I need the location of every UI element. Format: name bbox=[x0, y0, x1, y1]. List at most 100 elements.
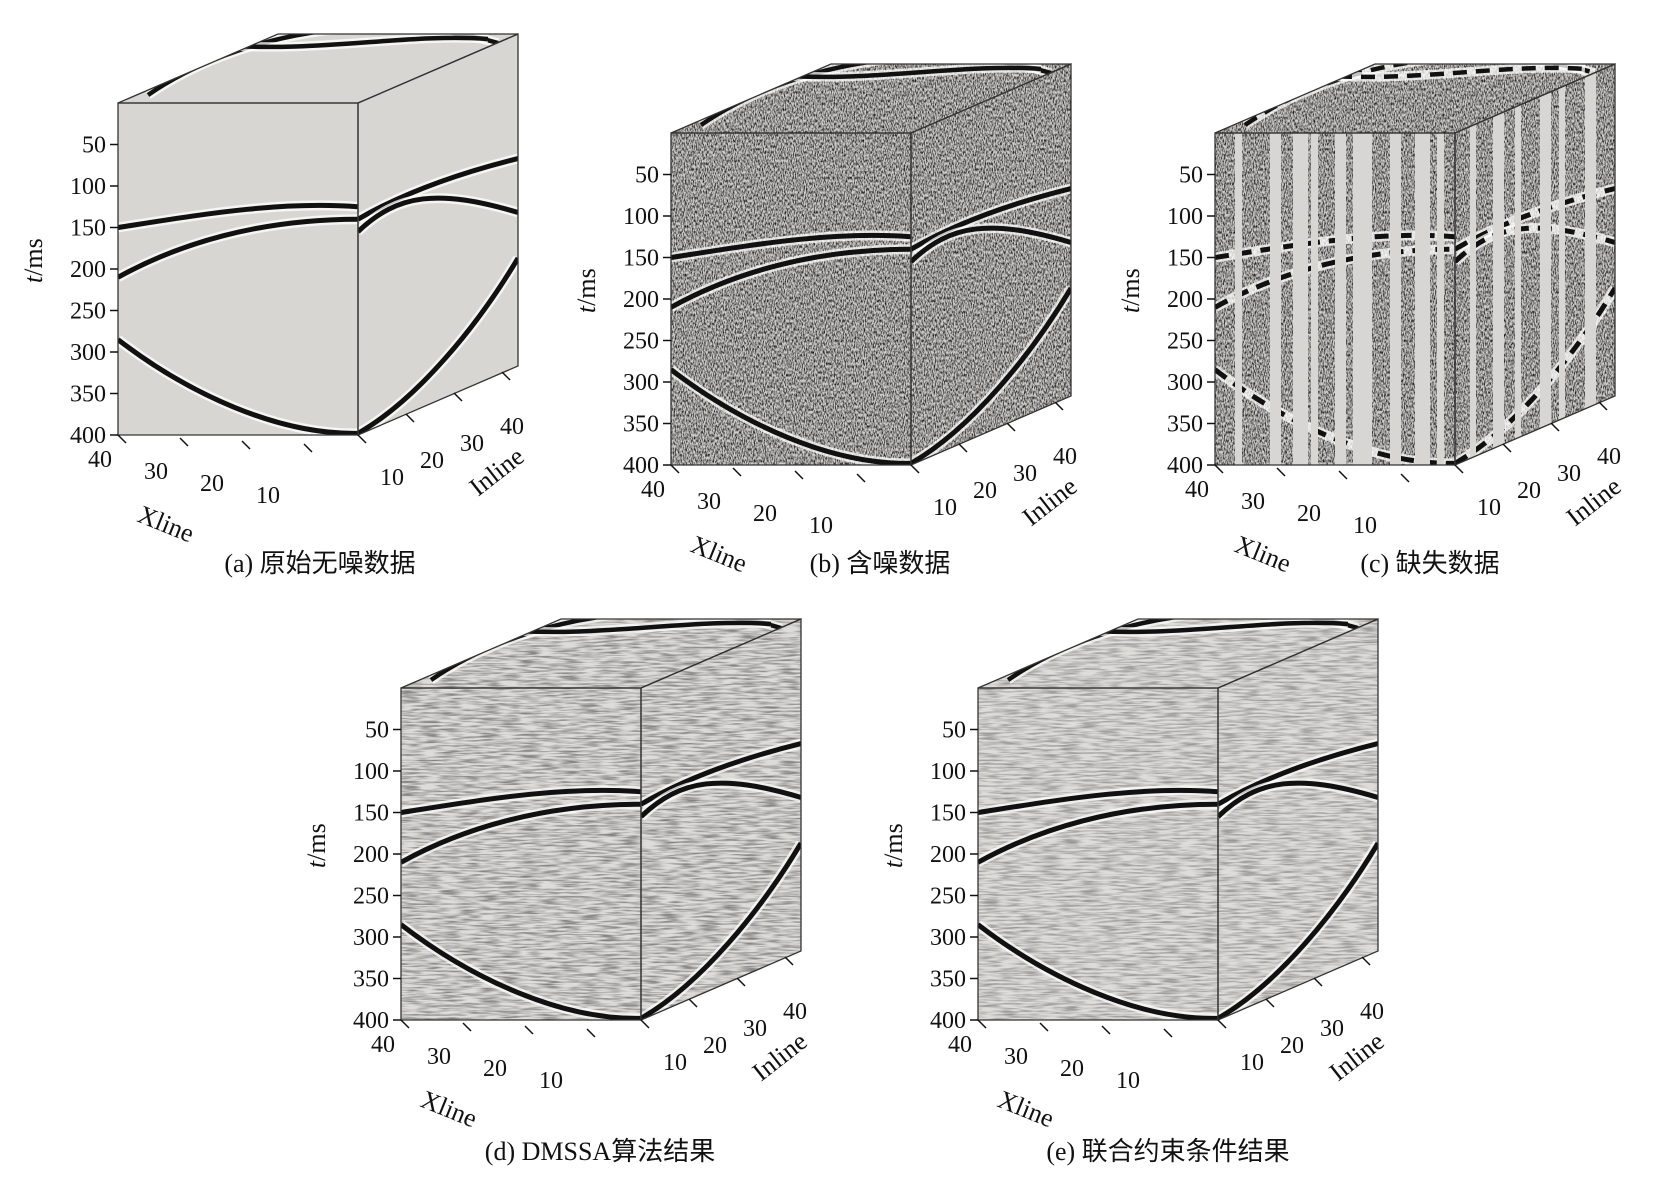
panel-e: 50 100 150 200 250 300 350 400 t/ms 40 30 20 10 Xline… bbox=[879, 618, 1389, 1166]
inline-tick-label: 20 bbox=[973, 478, 997, 504]
t-tick-label: 350 bbox=[70, 382, 106, 408]
panel-caption-a: (a) 原始无噪数据 bbox=[224, 549, 415, 578]
xline-tick-label: 40 bbox=[88, 447, 112, 473]
t-tick-label: 50 bbox=[365, 718, 389, 744]
xline-axis-label: Xline bbox=[687, 530, 751, 579]
front-face bbox=[978, 688, 1218, 1020]
panel-d: 50 100 150 200 250 300 350 400 t/ms 40 30 20 10 Xline… bbox=[302, 618, 812, 1166]
xline-tick-label: 30 bbox=[1004, 1044, 1028, 1070]
xline-tick-label: 30 bbox=[1241, 489, 1265, 515]
front-face bbox=[401, 688, 641, 1020]
t-tick-label: 100 bbox=[353, 759, 389, 785]
front-face bbox=[118, 103, 358, 435]
t-tick-label: 200 bbox=[930, 842, 966, 868]
inline-tick-label: 20 bbox=[1517, 478, 1541, 504]
xline-tick-label: 30 bbox=[697, 489, 721, 515]
t-tick-label: 300 bbox=[1167, 370, 1203, 396]
t-axis-label: t/ms bbox=[302, 823, 331, 868]
t-tick-label: 250 bbox=[623, 329, 659, 355]
side-face bbox=[641, 619, 801, 1020]
panel-caption-e: (e) 联合约束条件结果 bbox=[1046, 1137, 1289, 1166]
t-tick-label: 250 bbox=[353, 884, 389, 910]
panel-b: 50 100 150 200 250 300 350 400 t/ms 40 30 20 10 Xline… bbox=[572, 63, 1082, 579]
inline-tick-label: 40 bbox=[1053, 444, 1077, 470]
panel-caption-b: (b) 含噪数据 bbox=[810, 549, 951, 578]
t-axis-label: t/ms bbox=[879, 823, 908, 868]
t-tick-label: 350 bbox=[930, 967, 966, 993]
t-tick-label: 350 bbox=[623, 412, 659, 438]
t-tick-label: 50 bbox=[1179, 163, 1203, 189]
xline-tick-label: 20 bbox=[753, 501, 777, 527]
xline-tick-label: 10 bbox=[1353, 513, 1377, 539]
xline-tick-label: 20 bbox=[1060, 1056, 1084, 1082]
front-face bbox=[1215, 133, 1455, 465]
panel-caption-d: (d) DMSSA算法结果 bbox=[485, 1137, 715, 1166]
inline-tick-label: 10 bbox=[933, 495, 957, 521]
t-tick-label: 400 bbox=[1167, 453, 1203, 479]
t-tick-label: 50 bbox=[942, 718, 966, 744]
xline-tick-label: 20 bbox=[200, 471, 224, 497]
inline-tick-label: 20 bbox=[703, 1033, 727, 1059]
inline-tick-label: 10 bbox=[1240, 1050, 1264, 1076]
t-axis-label: t/ms bbox=[1116, 268, 1145, 313]
t-tick-label: 100 bbox=[1167, 204, 1203, 230]
panel-a: 50 100 150 200 250 300 350 400 t/ms 40 30 20 10 Xline… bbox=[19, 33, 529, 578]
t-tick-label: 150 bbox=[623, 246, 659, 272]
inline-tick-label: 40 bbox=[783, 999, 807, 1025]
t-tick-label: 50 bbox=[635, 163, 659, 189]
t-tick-label: 200 bbox=[1167, 287, 1203, 313]
inline-tick-label: 30 bbox=[1013, 461, 1037, 487]
xline-tick-label: 40 bbox=[371, 1032, 395, 1058]
t-tick-label: 100 bbox=[70, 174, 106, 200]
xline-tick-label: 10 bbox=[1116, 1068, 1140, 1094]
t-tick-label: 300 bbox=[623, 370, 659, 396]
xline-tick-label: 10 bbox=[256, 483, 280, 509]
side-face bbox=[911, 64, 1071, 465]
inline-tick-label: 30 bbox=[460, 431, 484, 457]
t-tick-label: 100 bbox=[623, 204, 659, 230]
t-tick-label: 150 bbox=[70, 216, 106, 242]
t-tick-label: 400 bbox=[353, 1008, 389, 1034]
t-tick-label: 200 bbox=[353, 842, 389, 868]
inline-tick-label: 20 bbox=[420, 448, 444, 474]
inline-tick-label: 40 bbox=[1597, 444, 1621, 470]
xline-tick-label: 20 bbox=[483, 1056, 507, 1082]
t-axis-label: t/ms bbox=[19, 238, 48, 283]
t-tick-label: 300 bbox=[70, 340, 106, 366]
panel-c: 50 100 150 200 250 300 350 400 t/ms 40 30 20 10 Xline… bbox=[1116, 63, 1626, 579]
inline-tick-label: 30 bbox=[1320, 1016, 1344, 1042]
xline-tick-label: 30 bbox=[144, 459, 168, 485]
xline-axis-label: Xline bbox=[994, 1085, 1058, 1134]
t-tick-label: 150 bbox=[930, 801, 966, 827]
t-tick-label: 150 bbox=[353, 801, 389, 827]
xline-tick-label: 30 bbox=[427, 1044, 451, 1070]
inline-tick-label: 10 bbox=[663, 1050, 687, 1076]
t-tick-label: 400 bbox=[623, 453, 659, 479]
xline-tick-label: 10 bbox=[809, 513, 833, 539]
inline-tick-label: 20 bbox=[1280, 1033, 1304, 1059]
side-face bbox=[358, 34, 518, 435]
side-face bbox=[1455, 64, 1615, 465]
inline-tick-label: 10 bbox=[1477, 495, 1501, 521]
panel-caption-c: (c) 缺失数据 bbox=[1360, 549, 1499, 578]
inline-tick-label: 10 bbox=[380, 465, 404, 491]
xline-tick-label: 10 bbox=[539, 1068, 563, 1094]
inline-tick-label: 30 bbox=[1557, 461, 1581, 487]
t-tick-label: 250 bbox=[1167, 329, 1203, 355]
inline-tick-label: 40 bbox=[500, 414, 524, 440]
t-tick-label: 250 bbox=[70, 299, 106, 325]
xline-tick-label: 40 bbox=[948, 1032, 972, 1058]
t-tick-label: 350 bbox=[1167, 412, 1203, 438]
xline-axis-label: Xline bbox=[417, 1085, 481, 1134]
xline-tick-label: 40 bbox=[641, 477, 665, 503]
t-tick-label: 100 bbox=[930, 759, 966, 785]
xline-axis-label: Xline bbox=[1231, 530, 1295, 579]
front-face bbox=[671, 133, 911, 465]
xline-axis-label: Xline bbox=[134, 500, 198, 549]
t-tick-label: 300 bbox=[930, 925, 966, 951]
inline-tick-label: 30 bbox=[743, 1016, 767, 1042]
t-axis-label: t/ms bbox=[572, 268, 601, 313]
t-tick-label: 200 bbox=[70, 257, 106, 283]
t-tick-label: 350 bbox=[353, 967, 389, 993]
